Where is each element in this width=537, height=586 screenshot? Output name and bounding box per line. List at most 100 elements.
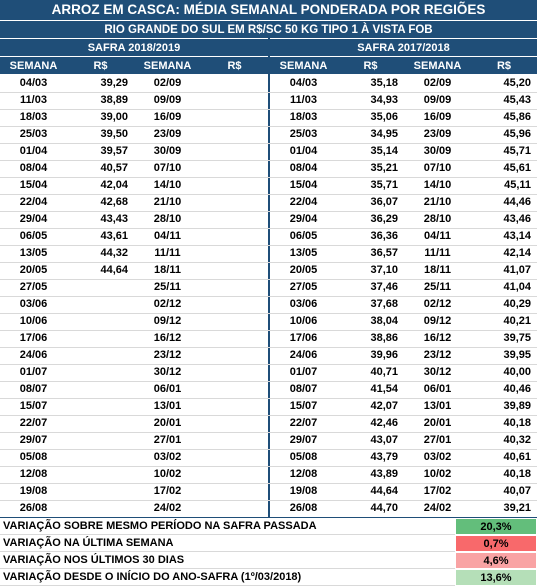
week: 05/08 [19,451,48,463]
price: 41,04 [503,281,531,293]
column-header: R$ [201,56,268,74]
week: 21/10 [423,196,452,208]
price: 40,00 [503,366,531,378]
row-line [0,160,537,161]
row-line [0,262,537,263]
week: 09/12 [153,315,182,327]
week: 28/10 [423,213,452,225]
week: 03/06 [19,298,48,310]
price: 37,10 [370,264,398,276]
price: 45,96 [503,128,531,140]
row-line [0,381,537,382]
price: 44,46 [503,196,531,208]
week: 14/10 [423,179,452,191]
row-line [0,483,537,484]
row-line [0,194,537,195]
price: 42,07 [370,400,398,412]
week: 11/11 [424,247,451,259]
week: 24/06 [19,349,48,361]
week: 02/12 [153,298,182,310]
price: 45,20 [503,77,531,89]
week: 21/10 [153,196,182,208]
column-header: R$ [67,56,134,74]
row-line [0,449,537,450]
price: 34,93 [370,94,398,106]
week: 08/07 [19,383,48,395]
week: 06/01 [423,383,452,395]
week: 26/08 [289,502,318,514]
price: 41,54 [370,383,398,395]
week: 29/04 [19,213,48,225]
week: 22/04 [289,196,318,208]
week: 23/12 [423,349,452,361]
column-header: SEMANA [404,56,471,74]
week: 25/03 [19,128,48,140]
row-line [0,398,537,399]
row-line [0,296,537,297]
week: 08/04 [19,162,48,174]
row-line [0,245,537,246]
price: 35,18 [370,77,398,89]
week: 09/09 [423,94,452,106]
week: 27/01 [153,434,182,446]
week: 02/09 [423,77,452,89]
column-header: R$ [337,56,404,74]
week: 08/07 [289,383,318,395]
week: 06/05 [19,230,48,242]
week: 14/10 [153,179,182,191]
footer-value: 4,6% [455,552,537,569]
week: 15/07 [289,400,318,412]
price: 43,43 [100,213,128,225]
row-line [0,500,537,501]
week: 03/02 [423,451,452,463]
price: 37,68 [370,298,398,310]
price: 42,68 [100,196,128,208]
week: 12/08 [19,468,48,480]
week: 24/02 [153,502,182,514]
price: 40,29 [503,298,531,310]
column-header: R$ [471,56,537,74]
week: 20/05 [19,264,48,276]
price: 39,21 [503,502,531,514]
week: 24/02 [423,502,452,514]
week: 25/03 [289,128,318,140]
week: 19/08 [19,485,48,497]
week: 03/02 [153,451,182,463]
safra-right: SAFRA 2017/2018 [270,38,537,56]
price: 35,71 [370,179,398,191]
footer-value: 13,6% [455,569,537,586]
week: 11/03 [290,94,317,106]
row-line [0,211,537,212]
column-header: SEMANA [0,56,67,74]
week: 04/03 [19,77,48,89]
week: 24/06 [289,349,318,361]
week: 18/03 [19,111,48,123]
week: 16/12 [423,332,452,344]
week: 27/05 [289,281,318,293]
row-line [0,177,537,178]
price: 39,29 [100,77,128,89]
footer-label: VARIAÇÃO NOS ÚLTIMOS 30 DIAS [0,552,455,569]
row-line [0,330,537,331]
week: 17/02 [153,485,182,497]
price: 40,61 [503,451,531,463]
week: 10/06 [19,315,48,327]
week: 02/12 [423,298,452,310]
price: 36,57 [370,247,398,259]
week: 28/10 [153,213,182,225]
week: 03/06 [289,298,318,310]
week: 19/08 [289,485,318,497]
price: 42,46 [370,417,398,429]
row-line [0,347,537,348]
price: 40,71 [370,366,398,378]
week: 09/09 [153,94,182,106]
week: 13/05 [289,247,318,259]
week: 26/08 [19,502,48,514]
price: 40,46 [503,383,531,395]
week: 11/11 [154,247,181,259]
price: 35,14 [370,145,398,157]
week: 11/03 [20,94,47,106]
divider [268,38,270,518]
week: 02/09 [153,77,182,89]
